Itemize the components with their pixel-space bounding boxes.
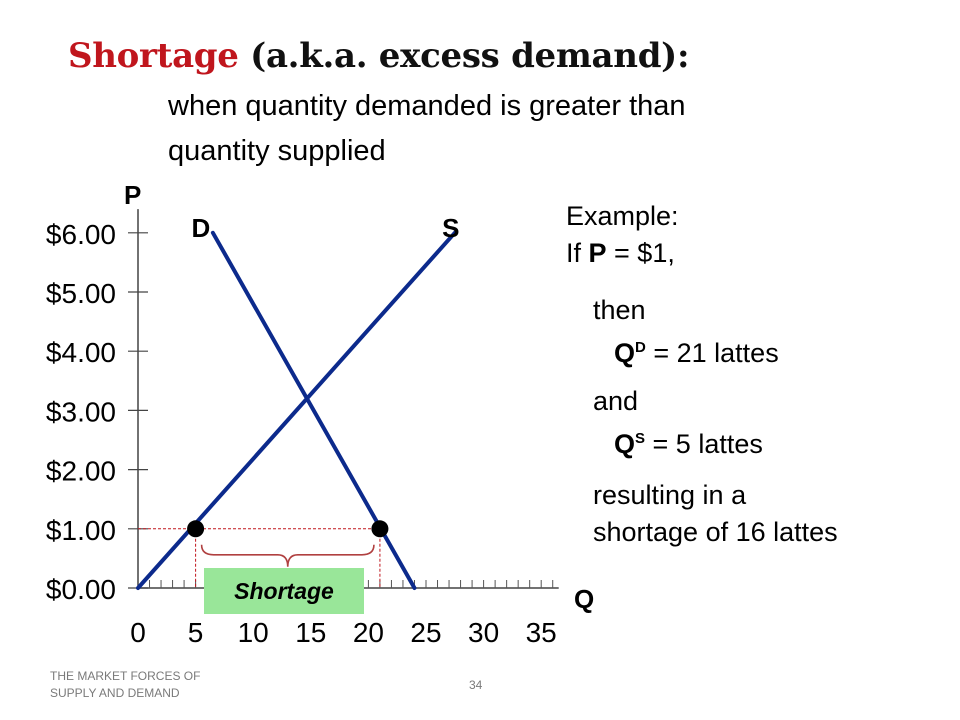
y-tick-label: $1.00 [46, 515, 116, 546]
if-rest: = $1, [606, 238, 675, 268]
example-then-block: then QD = 21 lattes [593, 292, 779, 372]
y-tick-label: $4.00 [46, 337, 116, 368]
if-prefix: If [566, 238, 589, 268]
page-number: 34 [469, 678, 483, 692]
title-rest: (a.k.a. excess demand): [250, 36, 690, 76]
example-if-line: If P = $1, [566, 235, 679, 272]
title-highlight: Shortage [68, 36, 239, 76]
footer-section-title: THE MARKET FORCES OF SUPPLY AND DEMAND [50, 669, 201, 700]
x-tick-label: 30 [468, 617, 499, 648]
x-tick-label: 25 [410, 617, 441, 648]
qd-sup: D [635, 339, 646, 356]
then-label: then [593, 295, 646, 325]
qs-sup: S [635, 430, 646, 447]
x-tick-label: 35 [526, 617, 557, 648]
slide-title: Shortage (a.k.a. excess demand): [68, 36, 690, 76]
and-label: and [593, 386, 639, 416]
definition-line-1: when quantity demanded is greater than [168, 90, 686, 122]
x-tick-label: 5 [188, 617, 204, 648]
supply-curve-label: S [442, 213, 459, 243]
y-tick-label: $3.00 [46, 396, 116, 427]
y-tick-label: $6.00 [46, 219, 116, 250]
y-axis-label: P [124, 180, 141, 210]
x-tick-label: 15 [295, 617, 326, 648]
qd-rest: = 21 lattes [645, 338, 779, 368]
example-block: Example: If P = $1, [566, 198, 679, 272]
example-and-block: and QS = 5 lattes [593, 383, 763, 463]
demand-curve-label: D [191, 213, 210, 243]
qd-var: Q [614, 338, 636, 368]
qs-var: Q [614, 429, 636, 459]
qd-line: QD = 21 lattes [593, 329, 779, 372]
x-tick-label: 10 [238, 617, 269, 648]
result-line-2: shortage of 16 lattes [593, 517, 838, 547]
result-line-1: resulting in a [593, 480, 747, 510]
price-var: P [588, 238, 607, 268]
x-tick-label: 0 [130, 617, 146, 648]
qs-rest: = 5 lattes [645, 429, 763, 459]
y-tick-label: $5.00 [46, 278, 116, 309]
qs-line: QS = 5 lattes [593, 420, 763, 463]
y-tick-label: $0.00 [46, 574, 116, 605]
example-result-block: resulting in a shortage of 16 lattes [593, 477, 838, 551]
shortage-label: Shortage [234, 578, 334, 604]
quantity-demanded-point [371, 520, 389, 538]
quantity-supplied-point [187, 520, 205, 538]
supply-curve [136, 230, 457, 590]
example-label: Example: [566, 201, 679, 231]
definition-text: when quantity demanded is greater than q… [168, 84, 808, 174]
y-tick-label: $2.00 [46, 456, 116, 487]
shortage-box [204, 568, 364, 614]
x-tick-label: 20 [353, 617, 384, 648]
definition-line-2: quantity supplied [168, 135, 386, 167]
shortage-brace [200, 544, 375, 567]
x-axis-label: Q [574, 584, 594, 614]
